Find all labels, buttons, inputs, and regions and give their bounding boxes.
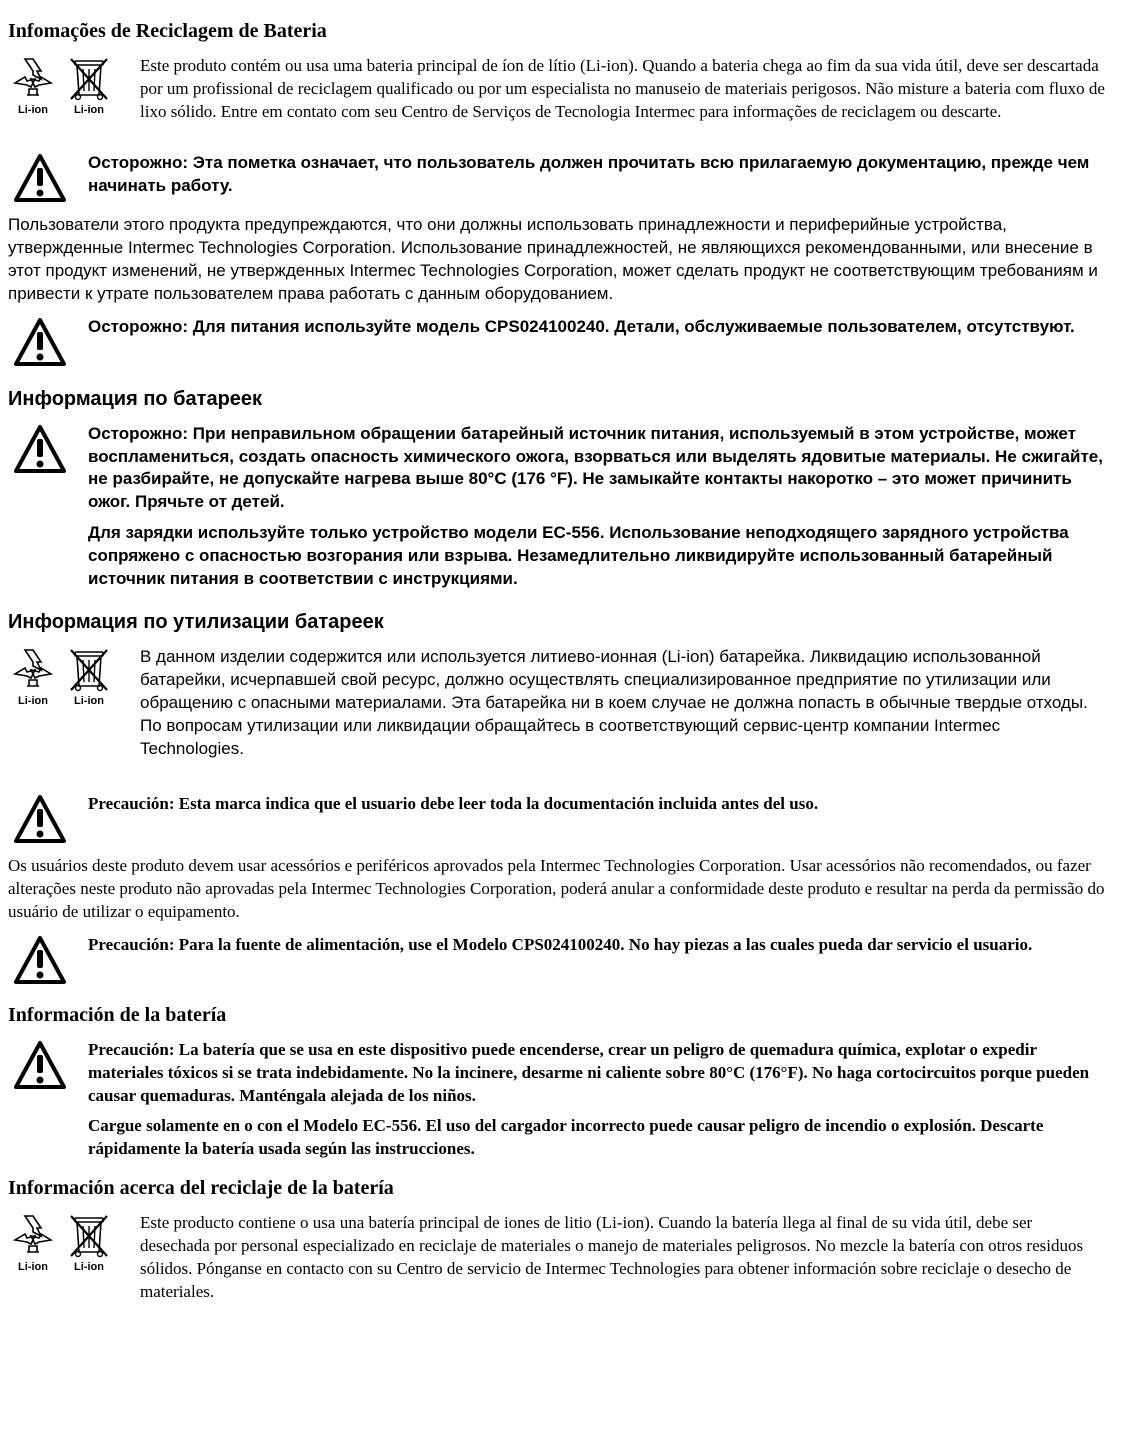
ru-warn2-text: Осторожно: Для питания используйте модел… (88, 316, 1106, 339)
caution-icon (8, 152, 74, 204)
heading-pt-recycling: Infomações de Reciclagem de Bateria (8, 18, 1106, 45)
block-es-warn3: Precaución: La batería que se usa en est… (8, 1039, 1106, 1162)
ru-warn1-text: Осторожно: Эта пометка означает, что пол… (88, 152, 1106, 198)
block-ru-warn1: Осторожно: Эта пометка означает, что пол… (8, 152, 1106, 204)
ru-warn34-text: Осторожно: При неправильном обращении ба… (88, 423, 1106, 592)
pt-recycling-text: Este produto contém ou usa uma bateria p… (140, 55, 1106, 124)
li-ion-label: Li-ion (18, 103, 48, 118)
caution-icon (8, 934, 74, 986)
crossed-bin-icon: Li-ion (64, 1212, 114, 1275)
heading-ru-battery: Информация по батареек (8, 386, 1106, 413)
es-warn34-text: Precaución: La batería que se usa en est… (88, 1039, 1106, 1162)
recycling-icons: Li-ion Li-ion (8, 646, 126, 709)
li-ion-label: Li-ion (74, 103, 104, 118)
ru-recycling-text: В данном изделии содержится или использу… (140, 646, 1106, 761)
caution-icon (8, 1039, 74, 1091)
li-ion-label: Li-ion (74, 1260, 104, 1275)
recycle-icon: Li-ion (8, 1212, 58, 1275)
es-warn2-text: Precaución: Para la fuente de alimentaci… (88, 934, 1106, 957)
heading-es-battery: Información de la batería (8, 1002, 1106, 1029)
block-es-warn2: Precaución: Para la fuente de alimentaci… (8, 934, 1106, 986)
es-warn4-text: Cargue solamente en o con el Modelo EC-5… (88, 1115, 1106, 1161)
block-es-warn1: Precaución: Esta marca indica que el usu… (8, 793, 1106, 845)
block-ru-recycling: Li-ion Li-ion В данном изделии содержитс… (8, 646, 1106, 761)
es-warn1-text: Precaución: Esta marca indica que el usu… (88, 793, 1106, 816)
li-ion-label: Li-ion (74, 694, 104, 709)
caution-icon (8, 316, 74, 368)
caution-icon (8, 423, 74, 475)
block-pt-recycling: Li-ion Li-ion Este produto contém ou usa… (8, 55, 1106, 124)
crossed-bin-icon: Li-ion (64, 55, 114, 118)
block-ru-warn2: Осторожно: Для питания используйте модел… (8, 316, 1106, 368)
block-es-recycling: Li-ion Li-ion Este producto contiene o u… (8, 1212, 1106, 1304)
heading-ru-recycling: Информация по утилизации батареек (8, 609, 1106, 636)
ru-warn4-text: Для зарядки используйте только устройств… (88, 522, 1106, 591)
li-ion-label: Li-ion (18, 1260, 48, 1275)
recycle-icon: Li-ion (8, 646, 58, 709)
es-warn3-text: Precaución: La batería que se usa en est… (88, 1039, 1106, 1108)
es-body-text: Os usuários deste produto devem usar ace… (8, 855, 1106, 924)
ru-warn3-text: Осторожно: При неправильном обращении ба… (88, 423, 1106, 515)
recycling-icons: Li-ion Li-ion (8, 55, 126, 118)
crossed-bin-icon: Li-ion (64, 646, 114, 709)
recycle-icon: Li-ion (8, 55, 58, 118)
li-ion-label: Li-ion (18, 694, 48, 709)
heading-es-recycling: Información acerca del reciclaje de la b… (8, 1175, 1106, 1202)
block-ru-warn3: Осторожно: При неправильном обращении ба… (8, 423, 1106, 592)
recycling-icons: Li-ion Li-ion (8, 1212, 126, 1275)
es-recycling-text: Este producto contiene o usa una batería… (140, 1212, 1106, 1304)
ru-body-text: Пользователи этого продукта предупреждаю… (8, 214, 1106, 306)
caution-icon (8, 793, 74, 845)
